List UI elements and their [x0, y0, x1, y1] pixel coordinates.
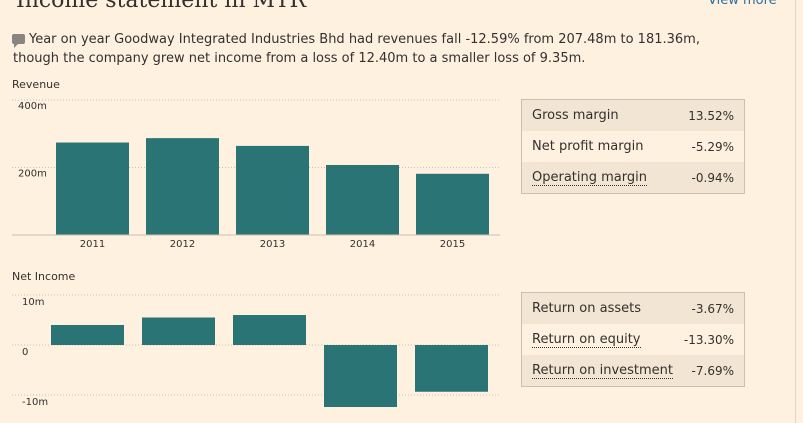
stat-row-operating-margin[interactable]: Operating margin -0.94%: [522, 162, 744, 193]
y-tick-label: 0: [22, 347, 28, 358]
stat-value: -7.69%: [691, 363, 734, 378]
revenue-chart: 400m 200m 2011 2012 2013 2014 2015: [12, 99, 500, 250]
y-tick-label: 200m: [18, 169, 47, 180]
stat-label: Return on assets: [532, 301, 641, 316]
stat-value: -5.29%: [691, 139, 734, 154]
stat-row-net-profit-margin: Net profit margin -5.29%: [522, 131, 744, 162]
stat-row-return-on-investment[interactable]: Return on investment -7.69%: [522, 355, 744, 386]
bar: [416, 173, 489, 235]
stat-value: -3.67%: [691, 301, 734, 316]
x-tick-label: 2012: [170, 239, 195, 250]
net-income-chart: 10m 0 -10m: [12, 294, 500, 408]
bar: [51, 325, 124, 345]
income-stats-table: Return on assets -3.67% Return on equity…: [521, 292, 745, 387]
stat-label: Net profit margin: [532, 139, 644, 154]
panel-title: Income statement in MYR: [16, 0, 307, 13]
bar: [146, 138, 219, 235]
stat-value: -0.94%: [691, 170, 734, 185]
y-tick-label: -10m: [22, 397, 48, 408]
bar: [233, 315, 306, 345]
x-tick-label: 2015: [440, 239, 465, 250]
bar: [415, 345, 488, 392]
stat-label[interactable]: Return on equity: [532, 331, 641, 348]
revenue-label: Revenue: [12, 78, 60, 91]
stat-label[interactable]: Operating margin: [532, 169, 647, 186]
x-tick-label: 2011: [80, 239, 105, 250]
stat-label[interactable]: Return on investment: [532, 362, 674, 379]
revenue-stats-table: Gross margin 13.52% Net profit margin -5…: [521, 99, 745, 194]
bar: [56, 142, 129, 235]
stat-value: -13.30%: [683, 332, 734, 347]
x-tick-label: 2014: [350, 239, 375, 250]
stat-label: Gross margin: [532, 108, 619, 123]
comment-icon: [12, 34, 25, 48]
net-income-label: Net Income: [12, 270, 76, 283]
stat-row-return-on-equity[interactable]: Return on equity -13.30%: [522, 324, 744, 355]
stat-value: 13.52%: [688, 108, 734, 123]
stat-row-gross-margin: Gross margin 13.52%: [522, 100, 744, 131]
summary-text: Year on year Goodway Integrated Industri…: [13, 32, 700, 66]
x-tick-label: 2013: [260, 239, 285, 250]
y-tick-label: 400m: [18, 101, 47, 112]
y-tick-label: 10m: [22, 297, 44, 308]
bar: [236, 145, 309, 235]
bar: [326, 164, 399, 235]
bar: [142, 317, 215, 345]
view-more-link[interactable]: View more: [708, 0, 777, 8]
bar: [324, 345, 397, 407]
stat-row-return-on-assets: Return on assets -3.67%: [522, 293, 744, 324]
